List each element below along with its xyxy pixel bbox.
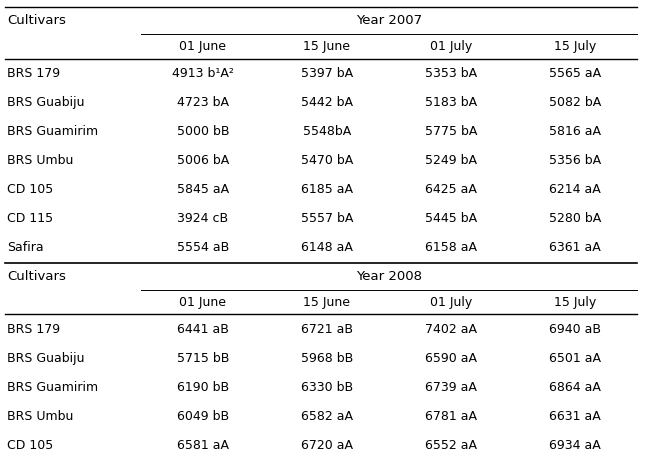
Text: 5845 aA: 5845 aA (177, 183, 229, 196)
Text: 5397 bA: 5397 bA (301, 66, 353, 80)
Text: 5356 bA: 5356 bA (549, 154, 601, 167)
Text: BRS 179: BRS 179 (7, 322, 60, 336)
Text: BRS Umbu: BRS Umbu (7, 154, 74, 167)
Text: 5006 bA: 5006 bA (177, 154, 229, 167)
Text: 01 June: 01 June (180, 296, 226, 309)
Text: 5775 bA: 5775 bA (424, 124, 477, 138)
Text: 5548bA: 5548bA (303, 124, 351, 138)
Text: 5816 aA: 5816 aA (549, 124, 601, 138)
Text: 5715 bB: 5715 bB (176, 351, 229, 365)
Text: Year 2008: Year 2008 (356, 270, 422, 283)
Text: 5968 bB: 5968 bB (301, 351, 353, 365)
Text: BRS Umbu: BRS Umbu (7, 410, 74, 423)
Text: 01 July: 01 July (430, 40, 472, 53)
Text: 4913 b¹A²: 4913 b¹A² (172, 66, 234, 80)
Text: 6781 aA: 6781 aA (425, 410, 477, 423)
Text: 5000 bB: 5000 bB (176, 124, 229, 138)
Text: CD 115: CD 115 (7, 212, 53, 225)
Text: 5445 bA: 5445 bA (425, 212, 477, 225)
Text: 15 June: 15 June (304, 296, 350, 309)
Text: 6185 aA: 6185 aA (301, 183, 353, 196)
Text: 6581 aA: 6581 aA (177, 439, 229, 452)
Text: 6190 bB: 6190 bB (177, 380, 229, 394)
Text: 6049 bB: 6049 bB (177, 410, 229, 423)
Text: 6864 aA: 6864 aA (549, 380, 601, 394)
Text: 15 July: 15 July (554, 296, 596, 309)
Text: 6940 aB: 6940 aB (549, 322, 601, 336)
Text: 6148 aA: 6148 aA (301, 241, 353, 254)
Text: 6441 aB: 6441 aB (177, 322, 229, 336)
Text: BRS Guabiju: BRS Guabiju (7, 351, 85, 365)
Text: 6582 aA: 6582 aA (301, 410, 353, 423)
Text: 6330 bB: 6330 bB (301, 380, 353, 394)
Text: 01 June: 01 June (180, 40, 226, 53)
Text: BRS Guabiju: BRS Guabiju (7, 95, 85, 109)
Text: 15 July: 15 July (554, 40, 596, 53)
Text: 5557 bA: 5557 bA (300, 212, 353, 225)
Text: CD 105: CD 105 (7, 439, 54, 452)
Text: 6361 aA: 6361 aA (549, 241, 601, 254)
Text: 5442 bA: 5442 bA (301, 95, 353, 109)
Text: 5353 bA: 5353 bA (425, 66, 477, 80)
Text: BRS Guamirim: BRS Guamirim (7, 124, 98, 138)
Text: 15 June: 15 June (304, 40, 350, 53)
Text: Safira: Safira (7, 241, 44, 254)
Text: 6934 aA: 6934 aA (549, 439, 601, 452)
Text: Cultivars: Cultivars (7, 270, 66, 283)
Text: 6158 aA: 6158 aA (425, 241, 477, 254)
Text: BRS 179: BRS 179 (7, 66, 60, 80)
Text: 01 July: 01 July (430, 296, 472, 309)
Text: BRS Guamirim: BRS Guamirim (7, 380, 98, 394)
Text: 3924 cB: 3924 cB (177, 212, 229, 225)
Text: CD 105: CD 105 (7, 183, 54, 196)
Text: 5470 bA: 5470 bA (301, 154, 353, 167)
Text: Year 2007: Year 2007 (356, 14, 422, 27)
Text: 5565 aA: 5565 aA (549, 66, 601, 80)
Text: 6739 aA: 6739 aA (425, 380, 477, 394)
Text: 6552 aA: 6552 aA (425, 439, 477, 452)
Text: 6501 aA: 6501 aA (549, 351, 601, 365)
Text: 6721 aB: 6721 aB (301, 322, 353, 336)
Text: 5554 aB: 5554 aB (177, 241, 229, 254)
Text: 5183 bA: 5183 bA (425, 95, 477, 109)
Text: 4723 bA: 4723 bA (177, 95, 229, 109)
Text: 5082 bA: 5082 bA (549, 95, 601, 109)
Text: 6425 aA: 6425 aA (425, 183, 477, 196)
Text: 7402 aA: 7402 aA (425, 322, 477, 336)
Text: 6590 aA: 6590 aA (425, 351, 477, 365)
Text: Cultivars: Cultivars (7, 14, 66, 27)
Text: 6720 aA: 6720 aA (301, 439, 353, 452)
Text: 5280 bA: 5280 bA (549, 212, 601, 225)
Text: 6631 aA: 6631 aA (549, 410, 601, 423)
Text: 6214 aA: 6214 aA (549, 183, 601, 196)
Text: 5249 bA: 5249 bA (425, 154, 477, 167)
